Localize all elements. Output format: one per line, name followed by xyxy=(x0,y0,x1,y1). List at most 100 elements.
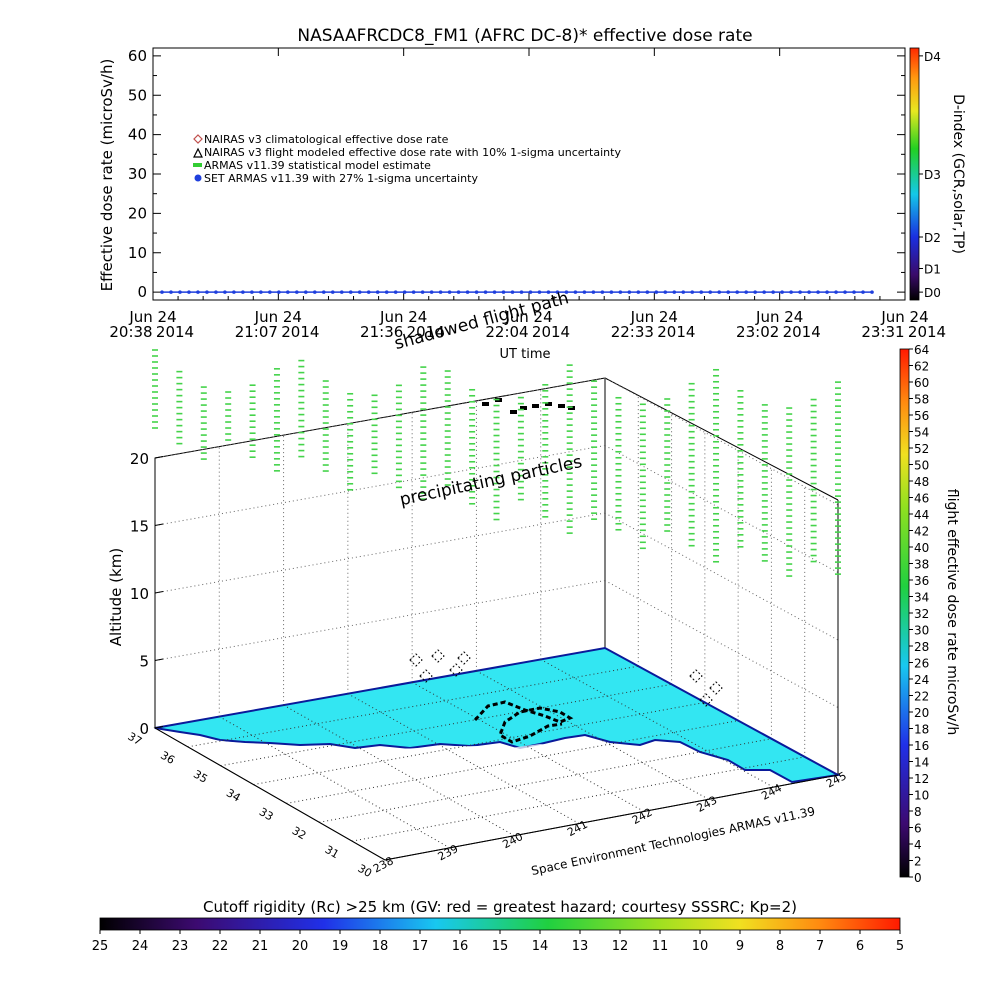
data-point xyxy=(807,290,811,294)
data-point xyxy=(555,290,560,294)
data-point xyxy=(825,290,829,294)
data-point xyxy=(366,290,371,294)
data-point xyxy=(339,290,344,294)
grid-line xyxy=(219,716,450,849)
colorbar-tick-label: 58 xyxy=(914,393,929,407)
colorbar-tick-label: 15 xyxy=(492,939,509,954)
grid-line xyxy=(347,693,580,825)
colorbar-tick-label: 62 xyxy=(914,360,929,374)
data-point xyxy=(609,290,614,294)
legend-item-set-armas: SET ARMAS v11.39 with 27% 1-sigma uncert… xyxy=(194,172,478,185)
x-tick-date: Jun 24 xyxy=(128,308,176,326)
flight-path-mark xyxy=(532,404,539,408)
colorbar-tick-label: 26 xyxy=(914,657,929,671)
data-point xyxy=(393,290,398,294)
dose-rate-colorbar-ticks: 0246810121416182022242628303234363840424… xyxy=(909,343,929,885)
lat-tick-label: 33 xyxy=(257,805,276,823)
z-tick xyxy=(154,658,164,661)
x-tick-date: Jun 24 xyxy=(379,308,427,326)
data-point xyxy=(843,290,847,294)
x-tick-time: 20:38 xyxy=(109,323,152,341)
colorbar-tick-label: 32 xyxy=(914,607,929,621)
data-point xyxy=(447,290,452,294)
x-tick-year: 2014 xyxy=(281,323,319,341)
data-point xyxy=(780,290,784,294)
data-point xyxy=(492,290,497,294)
lat-tick-label: 35 xyxy=(191,768,210,786)
x-tick-year: 2014 xyxy=(407,323,445,341)
colorbar-tick-label: 46 xyxy=(914,492,929,506)
sensor-marker xyxy=(409,653,423,667)
lat-tick-label: 37 xyxy=(125,730,144,748)
data-point xyxy=(223,290,227,294)
data-point xyxy=(699,290,704,294)
flight-path-mark xyxy=(482,402,489,406)
flight-path-mark xyxy=(558,404,565,408)
sensor-marker xyxy=(699,693,713,707)
data-point xyxy=(852,290,856,294)
data-point xyxy=(798,290,802,294)
data-point xyxy=(465,290,470,294)
colorbar-tick-label: 18 xyxy=(372,939,389,954)
data-point xyxy=(861,290,865,294)
data-point xyxy=(214,290,218,294)
sensor-marker xyxy=(709,681,723,695)
colorbar-tick-label: 52 xyxy=(914,442,929,456)
colorbar-tick-label: 6 xyxy=(914,822,922,836)
top-y-axis-label: Effective dose rate (microSv/h) xyxy=(98,59,116,292)
colorbar-tick-label: 12 xyxy=(612,939,629,954)
colorbar-tick-label: 34 xyxy=(914,591,929,605)
flight-path-mark xyxy=(545,402,552,406)
3d-box-edge xyxy=(154,727,386,861)
z-tick xyxy=(154,456,164,459)
legend-item-nairas-flight: NAIRAS v3 flight modeled effective dose … xyxy=(193,146,621,159)
colorbar-tick-label: 16 xyxy=(914,739,929,753)
colorbar-tick-label: 2 xyxy=(914,855,922,869)
data-point xyxy=(429,290,434,294)
dindex-tick-label: D0 xyxy=(924,286,941,300)
data-point xyxy=(187,290,191,294)
sensor-marker xyxy=(431,649,445,663)
colorbar-tick-label: 24 xyxy=(914,673,929,687)
z-tick xyxy=(154,591,164,594)
grid-line xyxy=(476,670,709,800)
z-tick-label: 15 xyxy=(130,518,149,536)
data-point xyxy=(196,290,200,294)
colorbar-tick-label: 10 xyxy=(914,789,929,803)
y-tick-label: 30 xyxy=(128,165,147,183)
data-point xyxy=(672,290,677,294)
dose-rate-colorbar xyxy=(899,348,910,878)
data-point xyxy=(789,290,793,294)
dindex-colorbar-ticks: D0 D1 D2 D3 D4 xyxy=(919,50,941,300)
dindex-label: D-index (GCR,solar,TP) xyxy=(950,94,966,254)
colorbar-tick-label: 17 xyxy=(412,939,429,954)
colorbar-tick-label: 40 xyxy=(914,541,929,555)
colorbar-tick-label: 5 xyxy=(896,939,904,954)
data-point xyxy=(357,290,362,294)
data-point xyxy=(295,290,299,294)
x-tick-year: 2014 xyxy=(908,323,946,341)
colorbar-tick-label: 60 xyxy=(914,376,929,390)
grid-line xyxy=(411,681,645,812)
colorbar-tick-label: 44 xyxy=(914,508,929,522)
data-point xyxy=(546,290,551,294)
grid-line xyxy=(253,701,705,786)
data-point xyxy=(627,290,632,294)
colorbar-tick-label: 18 xyxy=(914,723,929,737)
data-point xyxy=(645,290,650,294)
dot-marker-icon xyxy=(194,174,202,182)
data-point xyxy=(636,290,641,294)
data-point xyxy=(178,290,182,294)
x-tick-year: 2014 xyxy=(156,323,194,341)
data-point xyxy=(816,290,820,294)
colorbar-tick-label: 9 xyxy=(736,939,744,954)
data-point xyxy=(205,290,209,294)
colorbar-tick-label: 42 xyxy=(914,525,929,539)
cutoff-rigidity-colorbar-ticks: 25 24 23 22 21 20 19 18 17 16 15 14 13 12 11 10 9 8 7 6 5 xyxy=(92,930,904,954)
colorbar-tick-label: 6 xyxy=(856,939,864,954)
colorbar-tick-label: 14 xyxy=(532,939,549,954)
data-point xyxy=(375,290,380,294)
data-point xyxy=(160,290,164,294)
